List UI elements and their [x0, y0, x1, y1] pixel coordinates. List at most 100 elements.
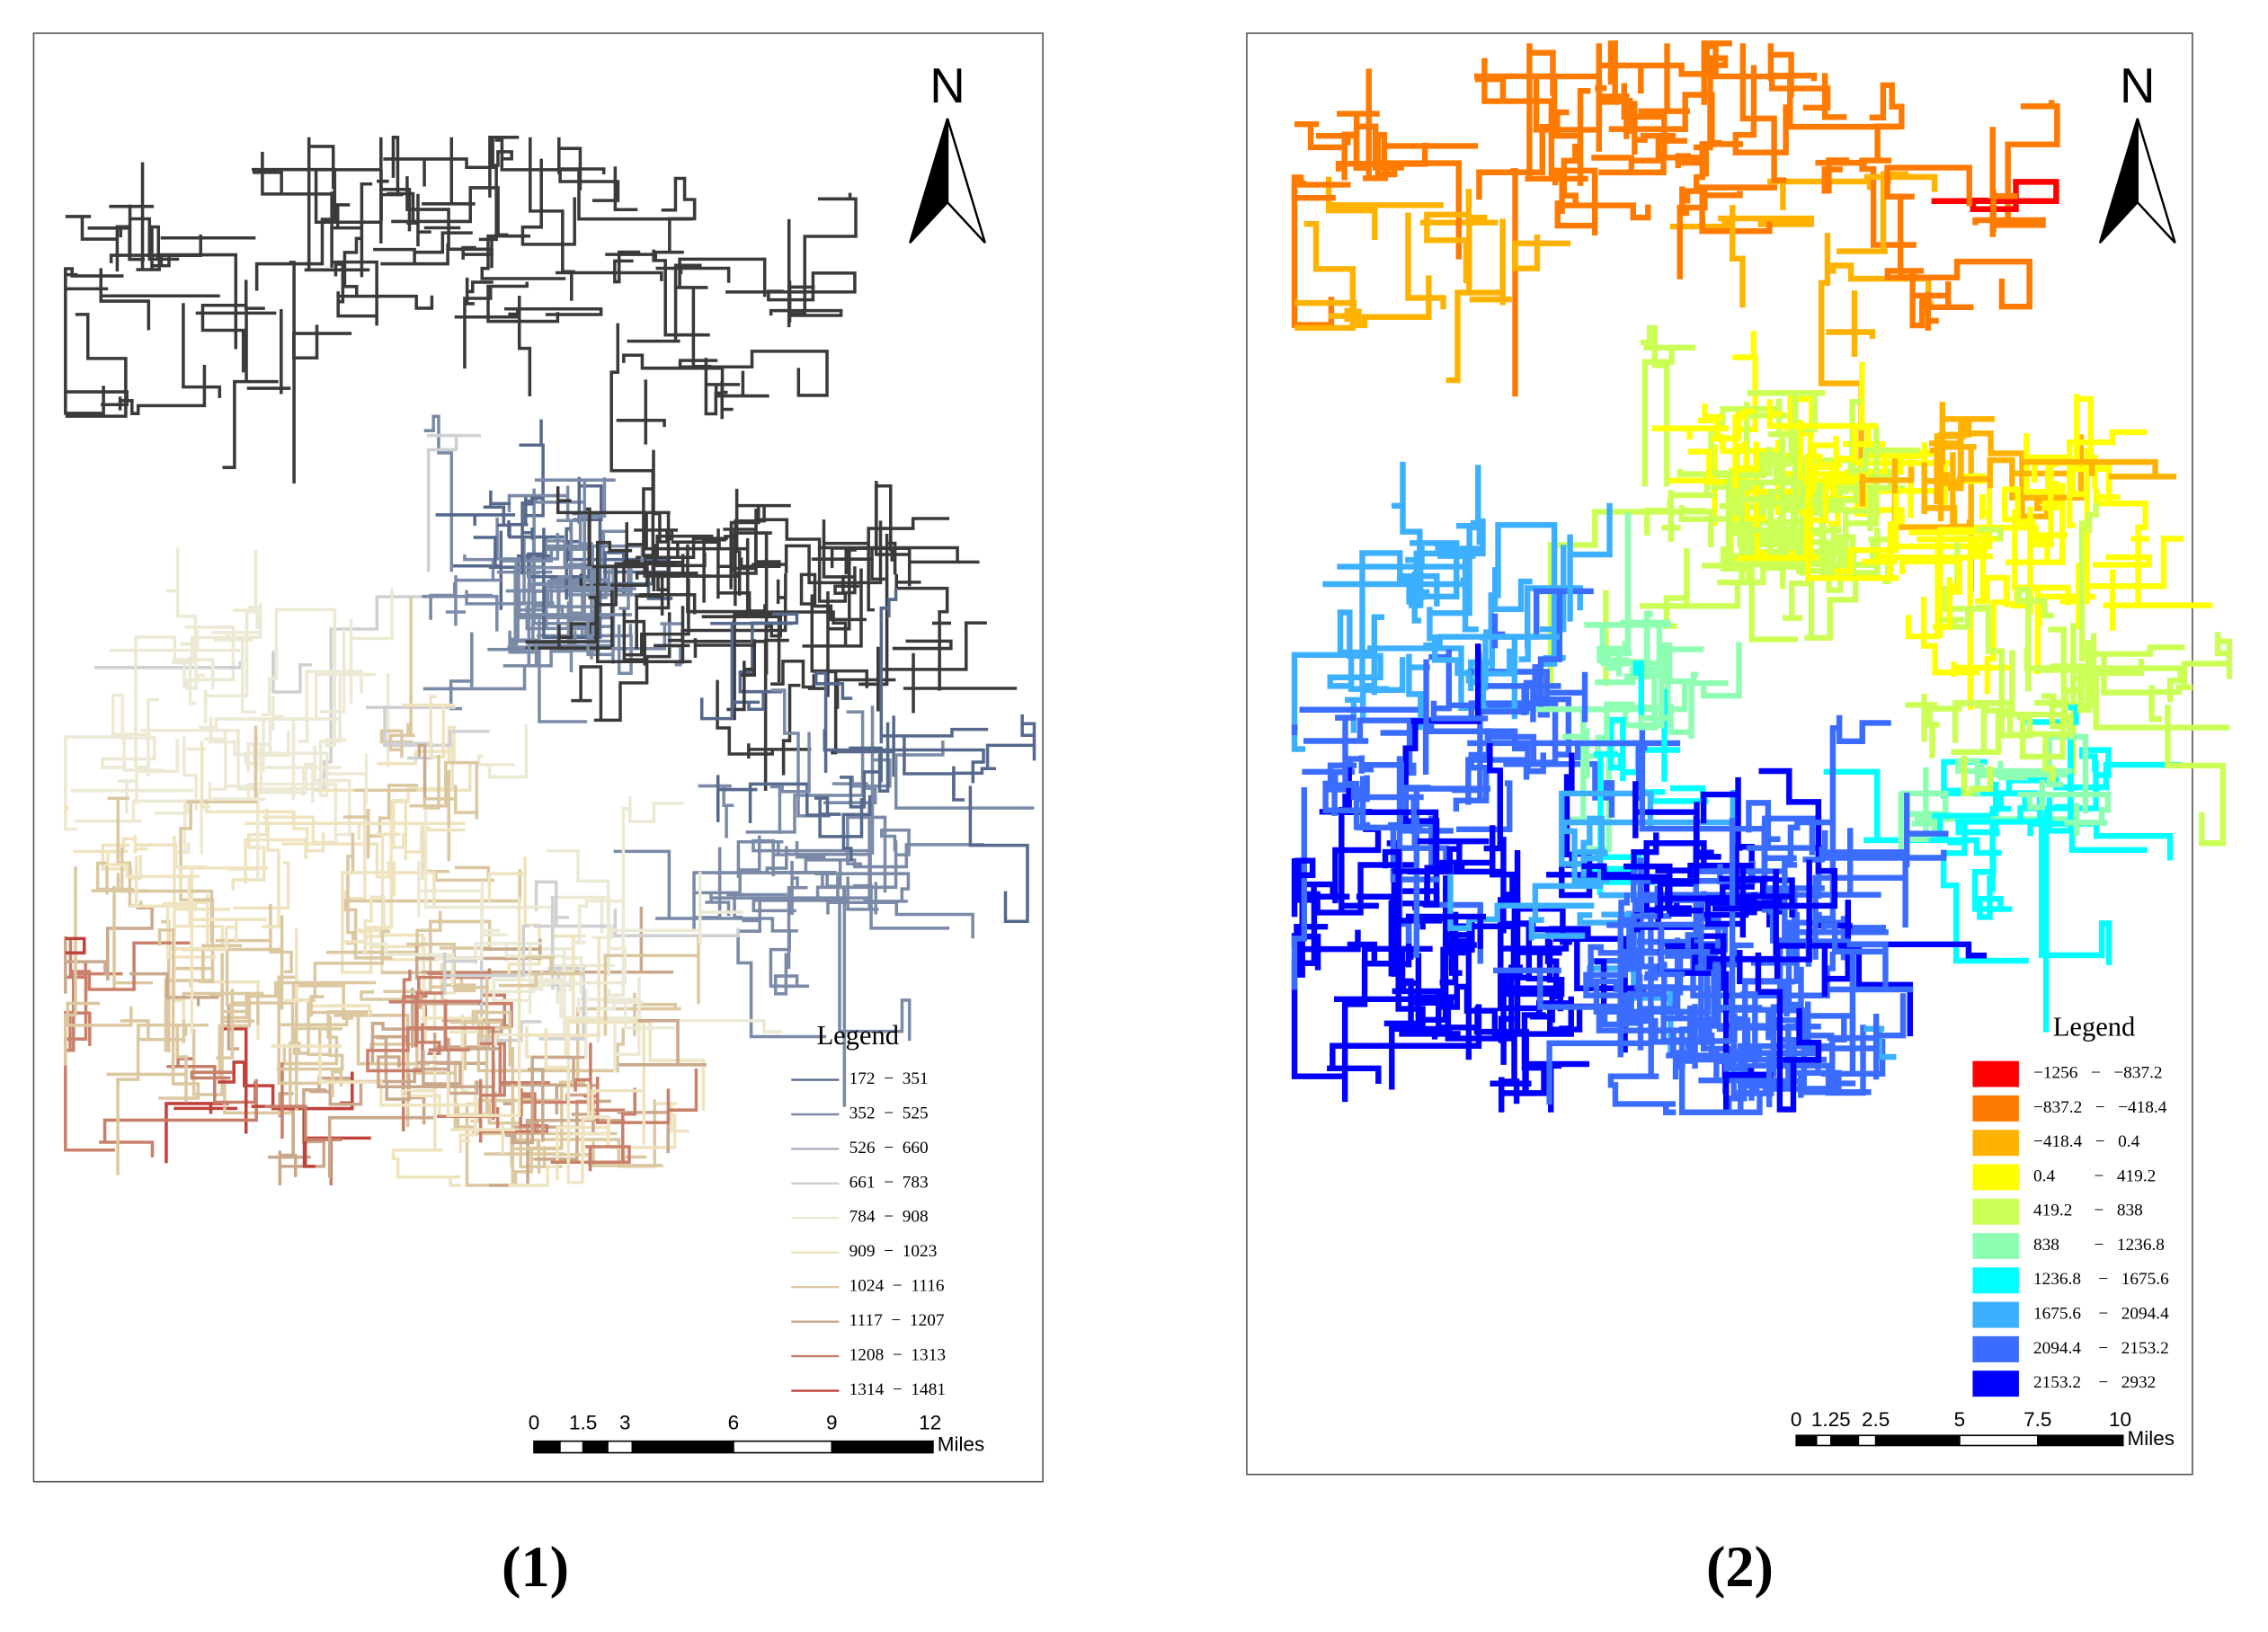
road: [1746, 800, 1947, 861]
legend-label: 2153.2 − 2932: [2033, 1373, 2156, 1392]
road: [2027, 461, 2059, 615]
scale-segment: [582, 1440, 609, 1454]
scale-segment: [1815, 1434, 1832, 1447]
road: [1641, 344, 1696, 487]
road: [1755, 952, 1822, 1113]
road: [99, 1078, 258, 1157]
road: [216, 989, 295, 1060]
road: [1632, 781, 1714, 865]
road: [952, 714, 1036, 802]
road: [1345, 657, 1406, 733]
road: [1632, 661, 1644, 720]
scale-segment: [831, 1440, 934, 1454]
road: [550, 1087, 637, 1172]
scale-label: 3: [619, 1411, 631, 1433]
road: [1400, 865, 1465, 908]
road: [500, 160, 693, 221]
road: [520, 582, 547, 668]
road: [166, 918, 268, 951]
road-network: [64, 136, 1036, 1187]
road: [1493, 967, 1662, 1033]
road: [1699, 191, 1773, 235]
road: [570, 899, 624, 945]
road: [362, 894, 508, 986]
road: [204, 731, 227, 792]
road: [1859, 466, 1915, 507]
road: [182, 991, 264, 1043]
panel-caption: (2): [1706, 1535, 1774, 1599]
road: [280, 1014, 410, 1127]
road: [64, 805, 69, 816]
road: [330, 260, 378, 326]
road: [174, 944, 243, 983]
road: [488, 136, 520, 198]
road: [724, 488, 791, 554]
road: [271, 1044, 447, 1107]
legend-label: 784 − 908: [849, 1208, 929, 1227]
road: [1392, 838, 1490, 874]
legend-label: 352 − 525: [849, 1104, 929, 1122]
road: [94, 661, 243, 670]
road: [64, 866, 77, 1066]
road: [2019, 715, 2066, 760]
road: [1974, 650, 2015, 754]
road: [1929, 402, 1995, 468]
scale-label: 2.5: [1862, 1408, 1890, 1431]
road: [1548, 671, 1588, 723]
scale-segment: [533, 1440, 561, 1454]
road: [1562, 701, 1635, 779]
road: [246, 309, 291, 395]
road: [91, 847, 214, 943]
road: [571, 612, 672, 723]
road: [199, 746, 351, 842]
road: [1638, 509, 1714, 547]
road: [426, 433, 481, 572]
road: [435, 513, 516, 526]
road: [1332, 826, 1382, 904]
road: [1739, 43, 1787, 183]
road: [1391, 461, 1423, 624]
scale-segment: [1874, 1434, 1961, 1447]
road: [1506, 849, 1591, 940]
north-arrow: [2136, 118, 2176, 244]
road: [199, 717, 341, 743]
road: [1294, 275, 1432, 329]
legend-label: 1024 − 1116: [849, 1277, 945, 1296]
scale-label: 7.5: [2023, 1408, 2051, 1431]
road: [264, 1104, 342, 1185]
road: [405, 176, 461, 250]
road: [613, 849, 798, 933]
legend-swatch: [1972, 1130, 2019, 1157]
road: [1782, 819, 1833, 868]
road: [894, 741, 1035, 810]
road: [1940, 822, 2029, 964]
road: [383, 157, 498, 242]
road: [261, 608, 347, 748]
legend-swatch: [1972, 1164, 2019, 1191]
legend-label: 1208 − 1313: [849, 1346, 946, 1365]
road: [1327, 609, 1383, 689]
road: [528, 1068, 545, 1142]
road: [1951, 626, 2067, 755]
road: [1739, 502, 1826, 568]
road: [636, 487, 714, 610]
road: [1291, 724, 1298, 735]
road: [528, 848, 627, 985]
road: [1332, 768, 1424, 834]
road: [422, 137, 476, 206]
road: [1528, 850, 1608, 941]
road: [677, 257, 767, 368]
legend-swatch: [1972, 1060, 2019, 1087]
legend-label: 1675.6 − 2094.4: [2033, 1305, 2169, 1324]
road: [1623, 863, 1703, 914]
road: [1574, 815, 1607, 878]
road: [162, 894, 231, 950]
road: [1955, 758, 2073, 797]
road: [802, 568, 863, 648]
road: [726, 892, 787, 919]
road: [817, 545, 980, 564]
road: [504, 1055, 585, 1145]
road: [1574, 740, 1648, 802]
road: [2023, 646, 2184, 703]
road: [357, 821, 431, 881]
